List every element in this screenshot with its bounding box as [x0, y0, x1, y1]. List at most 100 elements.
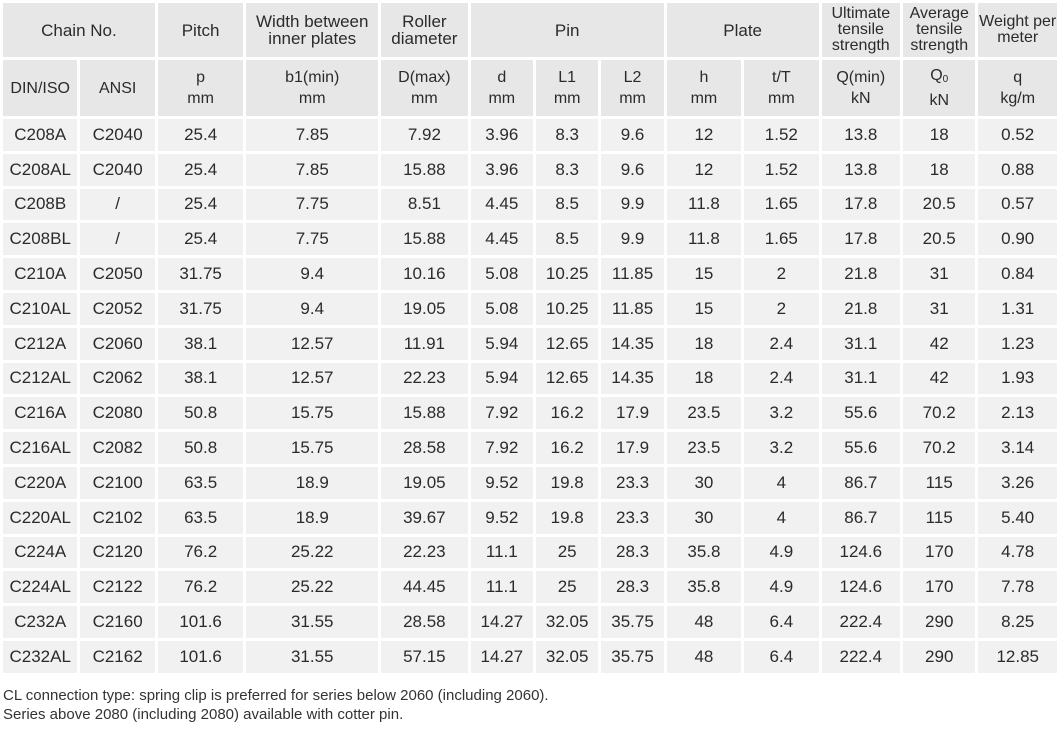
- cell-pin-l1: 19.8: [535, 466, 599, 499]
- cell-q-min: 222.4: [821, 606, 901, 638]
- cell-ansi: C2100: [80, 466, 155, 499]
- header-chain-no: Chain No.: [3, 3, 155, 57]
- cell-pin-l1: 10.25: [535, 258, 599, 290]
- cell-plate-t: 2.4: [744, 362, 819, 395]
- cell-b1: 18.9: [246, 501, 379, 534]
- cell-ansi: C2120: [80, 536, 155, 569]
- cell-q-min: 124.6: [821, 536, 901, 569]
- subheader-l1-symbol: L1: [558, 69, 577, 86]
- cell-roller-dmax: 19.05: [381, 466, 468, 499]
- cell-b1: 15.75: [246, 432, 379, 464]
- cell-pin-l1: 25: [535, 536, 599, 569]
- cell-weight: 7.78: [978, 571, 1057, 604]
- table-row: C210A C2050 31.75 9.4 10.16 5.08 10.25 11.85 15 2…: [3, 258, 1057, 290]
- cell-pin-l2: 14.35: [601, 327, 664, 360]
- cell-q0: 70.2: [903, 397, 976, 430]
- cell-pin-d: 14.27: [470, 640, 533, 673]
- cell-pin-l1: 16.2: [535, 397, 599, 430]
- cell-ansi: /: [80, 223, 155, 256]
- cell-b1: 12.57: [246, 362, 379, 395]
- cell-weight: 5.40: [978, 501, 1057, 534]
- header-weight: Weight per meter: [978, 3, 1057, 57]
- subheader-q0: Q0 kN: [903, 60, 976, 116]
- subheader-q0-unit: kN: [929, 92, 949, 109]
- cell-q0: 20.5: [903, 188, 976, 221]
- subheader-q0-subscript: 0: [942, 74, 949, 85]
- cell-din-iso: C212AL: [3, 362, 78, 395]
- cell-weight: 0.90: [978, 223, 1057, 256]
- subheader-ansi: ANSI: [80, 60, 155, 116]
- cell-din-iso: C216A: [3, 397, 78, 430]
- cell-din-iso: C210A: [3, 258, 78, 290]
- cell-pin-d: 4.45: [470, 223, 533, 256]
- subheader-l1: L1 mm: [535, 60, 599, 116]
- cell-din-iso: C232A: [3, 606, 78, 638]
- cell-pin-d: 9.52: [470, 466, 533, 499]
- cell-roller-dmax: 15.88: [381, 153, 468, 186]
- cell-plate-h: 11.8: [666, 188, 742, 221]
- cell-weight: 0.57: [978, 188, 1057, 221]
- cell-ansi: C2162: [80, 640, 155, 673]
- table-row: C232A C2160 101.6 31.55 28.58 14.27 32.05 35.75…: [3, 606, 1057, 638]
- subheader-d-unit: mm: [488, 90, 516, 107]
- subheader-b1-unit: mm: [298, 90, 326, 107]
- cell-pin-l2: 28.3: [601, 536, 664, 569]
- cell-b1: 7.85: [246, 153, 379, 186]
- header-plate: Plate: [666, 3, 819, 57]
- cell-pin-d: 4.45: [470, 188, 533, 221]
- cell-pin-d: 7.92: [470, 432, 533, 464]
- cell-pin-l2: 23.3: [601, 466, 664, 499]
- cell-din-iso: C210AL: [3, 292, 78, 325]
- cell-plate-h: 18: [666, 327, 742, 360]
- cell-pin-d: 7.92: [470, 397, 533, 430]
- cell-roller-dmax: 15.88: [381, 223, 468, 256]
- cell-b1: 9.4: [246, 292, 379, 325]
- cell-plate-t: 1.52: [744, 153, 819, 186]
- cell-q-min: 21.8: [821, 258, 901, 290]
- cell-plate-t: 2: [744, 258, 819, 290]
- cell-q-min: 13.8: [821, 119, 901, 151]
- table-row: C220A C2100 63.5 18.9 19.05 9.52 19.8 23.3 30 4 86…: [3, 466, 1057, 499]
- chain-spec-table: Chain No. Pitch Width between inner plat…: [3, 3, 1057, 673]
- cell-pin-d: 3.96: [470, 119, 533, 151]
- cell-plate-h: 30: [666, 466, 742, 499]
- cell-q0: 42: [903, 362, 976, 395]
- cell-ansi: C2102: [80, 501, 155, 534]
- subheader-h-symbol: h: [699, 69, 709, 86]
- header-average-tensile: Average tensile strength: [903, 3, 976, 57]
- cell-q-min: 222.4: [821, 640, 901, 673]
- cell-plate-h: 18: [666, 362, 742, 395]
- footnote-cotter-pin: Series above 2080 (including 2080) avail…: [3, 706, 404, 723]
- cell-weight: 1.93: [978, 362, 1057, 395]
- subheader-l2: L2 mm: [601, 60, 664, 116]
- cell-plate-h: 15: [666, 292, 742, 325]
- cell-ansi: C2080: [80, 397, 155, 430]
- cell-b1: 31.55: [246, 640, 379, 673]
- cell-q0: 115: [903, 501, 976, 534]
- cell-pin-l1: 32.05: [535, 640, 599, 673]
- cell-q-min: 86.7: [821, 501, 901, 534]
- subheader-l2-symbol: L2: [623, 69, 642, 86]
- cell-plate-t: 4: [744, 466, 819, 499]
- cell-b1: 25.22: [246, 536, 379, 569]
- cell-roller-dmax: 22.23: [381, 536, 468, 569]
- cell-pitch: 38.1: [157, 327, 244, 360]
- cell-pin-l1: 16.2: [535, 432, 599, 464]
- cell-pin-l2: 28.3: [601, 571, 664, 604]
- cell-plate-t: 3.2: [744, 432, 819, 464]
- cell-weight: 12.85: [978, 640, 1057, 673]
- cell-pin-l2: 23.3: [601, 501, 664, 534]
- table-row: C208B/25.4 7.75 8.51 4.45 8.5 9.9 11.8 1.65 17.8…: [3, 188, 1057, 221]
- cell-q-min: 31.1: [821, 327, 901, 360]
- cell-roller-dmax: 19.05: [381, 292, 468, 325]
- subheader-d-symbol: d: [497, 69, 507, 86]
- cell-ansi: C2040: [80, 119, 155, 151]
- subheader-b1: b1(min) mm: [246, 60, 379, 116]
- table-row: C212AL C2062 38.1 12.57 22.23 5.94 12.65 14.35 1…: [3, 362, 1057, 395]
- cell-q-min: 86.7: [821, 466, 901, 499]
- cell-pin-l1: 12.65: [535, 362, 599, 395]
- cell-q-min: 17.8: [821, 188, 901, 221]
- cell-weight: 0.52: [978, 119, 1057, 151]
- cell-q0: 18: [903, 153, 976, 186]
- cell-roller-dmax: 8.51: [381, 188, 468, 221]
